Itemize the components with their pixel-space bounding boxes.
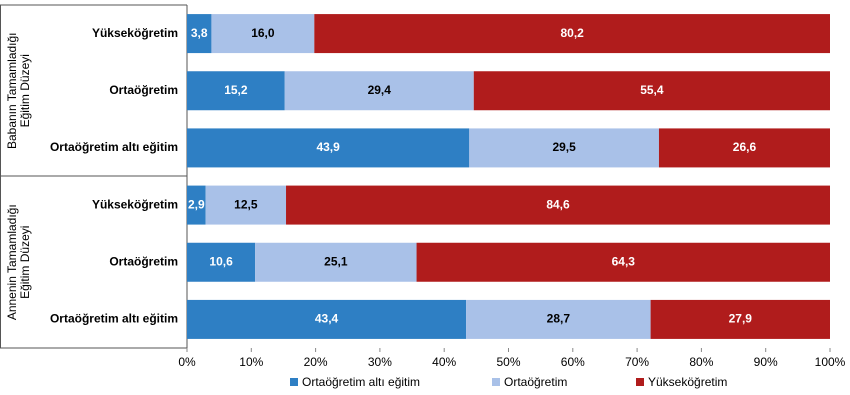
x-tick-label: 0% [178, 355, 196, 369]
data-label: 16,0 [251, 26, 275, 40]
legend-label: Yükseköğretim [648, 375, 727, 389]
x-tick-label: 30% [368, 355, 392, 369]
bar-segment [658, 128, 830, 168]
group-label: Eğitim Düzeyi [18, 226, 32, 299]
category-label: Yükseköğretim [92, 197, 178, 211]
data-label: 64,3 [612, 254, 636, 268]
data-label: 84,6 [546, 197, 570, 211]
bar-segment [187, 242, 256, 282]
data-label: 80,2 [560, 26, 584, 40]
x-tick-label: 60% [561, 355, 585, 369]
bar-segment [187, 185, 206, 225]
bar-segment [284, 71, 474, 111]
legend-swatch [492, 378, 500, 386]
category-label: Ortaöğretim altı eğitim [50, 312, 178, 326]
group-label: Babanın Tamamladığı [5, 32, 19, 149]
data-label: 2,9 [188, 197, 205, 211]
x-tick-label: 100% [815, 355, 846, 369]
bar-segment [466, 299, 651, 339]
category-label: Ortaöğretim altı eğitim [50, 140, 178, 154]
data-label: 29,4 [368, 83, 392, 97]
data-label: 3,8 [191, 26, 208, 40]
bar-segment [286, 185, 831, 225]
category-label: Ortaöğretim [109, 83, 178, 97]
bar-segment [314, 14, 831, 54]
bar-segment [255, 242, 417, 282]
group-label: Annenin Tamamladığı [5, 204, 19, 320]
category-label: Yükseköğretim [92, 26, 178, 40]
x-tick-label: 50% [496, 355, 520, 369]
bar-segment [187, 299, 467, 339]
x-tick-label: 70% [625, 355, 649, 369]
bar-segment [205, 185, 287, 225]
x-tick-label: 10% [239, 355, 263, 369]
data-label: 29,5 [552, 140, 576, 154]
legend-swatch [636, 378, 644, 386]
legend-label: Ortaöğretim altı eğitim [302, 375, 420, 389]
data-label: 27,9 [729, 312, 753, 326]
x-tick-label: 90% [754, 355, 778, 369]
legend-label: Ortaöğretim [504, 375, 567, 389]
data-label: 43,9 [316, 140, 340, 154]
x-tick-label: 80% [689, 355, 713, 369]
bar-segment [187, 14, 212, 54]
bar-segment [416, 242, 830, 282]
legend-swatch [290, 378, 298, 386]
data-label: 43,4 [315, 312, 339, 326]
bar-segment [469, 128, 659, 168]
x-tick-label: 20% [304, 355, 328, 369]
bar-segment [473, 71, 830, 111]
data-label: 25,1 [324, 254, 348, 268]
data-label: 15,2 [224, 83, 248, 97]
data-label: 28,7 [547, 312, 571, 326]
bar-segment [187, 71, 285, 111]
bar-segment [187, 128, 470, 168]
x-tick-label: 40% [432, 355, 456, 369]
data-label: 12,5 [234, 197, 258, 211]
bar-segment [211, 14, 315, 54]
data-label: 55,4 [640, 83, 664, 97]
group-label: Eğitim Düzeyi [18, 54, 32, 127]
data-label: 10,6 [209, 254, 233, 268]
bar-segment [650, 299, 830, 339]
data-label: 26,6 [733, 140, 757, 154]
category-label: Ortaöğretim [109, 254, 178, 268]
